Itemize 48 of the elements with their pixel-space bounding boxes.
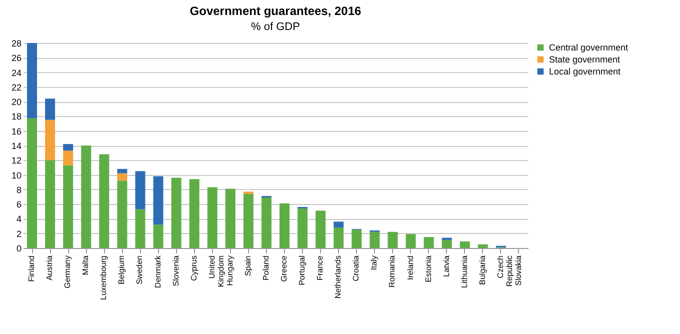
y-tick-label: 0 — [16, 244, 22, 254]
y-tick-label: 20 — [11, 97, 22, 108]
x-tick-label: Italy — [370, 256, 379, 270]
x-tick-label: Austria — [45, 254, 54, 280]
x-tick-label: Bulgaria — [478, 254, 487, 285]
y-tick-label: 4 — [16, 214, 22, 224]
legend-label: Local government — [549, 66, 622, 76]
x-tick-label: Belgium — [117, 255, 126, 284]
x-tick-label: Slovakia — [514, 254, 523, 286]
x-tick-label: Lithuania — [460, 254, 469, 288]
x-tick-label: Slovenia — [171, 254, 180, 286]
x-tick-label: Hungary — [225, 256, 234, 286]
x-tick-label: Greece — [280, 254, 289, 282]
y-tick-label: 14 — [11, 141, 22, 151]
x-tick-label: Finland — [27, 256, 36, 282]
x-tick-label: Luxembourg — [99, 256, 108, 300]
x-tick-label: Cyprus — [189, 256, 198, 281]
x-tick-label: Ireland — [406, 256, 415, 280]
x-tick-label: Czech Republic — [496, 256, 514, 287]
y-tick-label: 22 — [11, 82, 22, 92]
x-tick-label: Netherlands — [334, 256, 343, 299]
y-tick-label: 8 — [16, 184, 22, 195]
x-tick-label: Germany — [63, 256, 72, 288]
x-tick-label: Denmark — [153, 254, 162, 288]
legend-label: State government — [549, 54, 621, 64]
y-tick-label: 28 — [11, 38, 22, 48]
y-tick-label: 10 — [11, 170, 22, 180]
x-tick-label: Spain — [243, 256, 252, 276]
y-tick-label: 24 — [11, 68, 22, 78]
y-tick-label: 12 — [11, 156, 22, 166]
x-tick-label: Portugal — [298, 255, 307, 286]
chart-subtitle: % of GDP — [251, 21, 300, 33]
y-tick-label: 2 — [16, 228, 22, 239]
y-tick-label: 16 — [11, 126, 22, 136]
x-tick-label: Latvia — [442, 254, 451, 277]
chart-title: Government guarantees, 2016 — [190, 4, 362, 18]
x-tick-label: Romania — [388, 254, 397, 288]
y-tick-label: 26 — [11, 53, 22, 64]
legend-label: Central government — [549, 42, 629, 52]
x-tick-label: France — [316, 254, 325, 280]
x-tick-label: Sweden — [135, 256, 144, 284]
x-tick-label: United Kingdom — [207, 255, 226, 288]
x-tick-label: Estonia — [424, 254, 433, 282]
y-tick-label: 18 — [11, 112, 22, 122]
x-tick-label: Poland — [261, 256, 270, 280]
y-tick-label: 6 — [16, 200, 22, 210]
x-tick-label: Croatia — [352, 254, 361, 282]
x-tick-label: Malta — [81, 254, 90, 276]
